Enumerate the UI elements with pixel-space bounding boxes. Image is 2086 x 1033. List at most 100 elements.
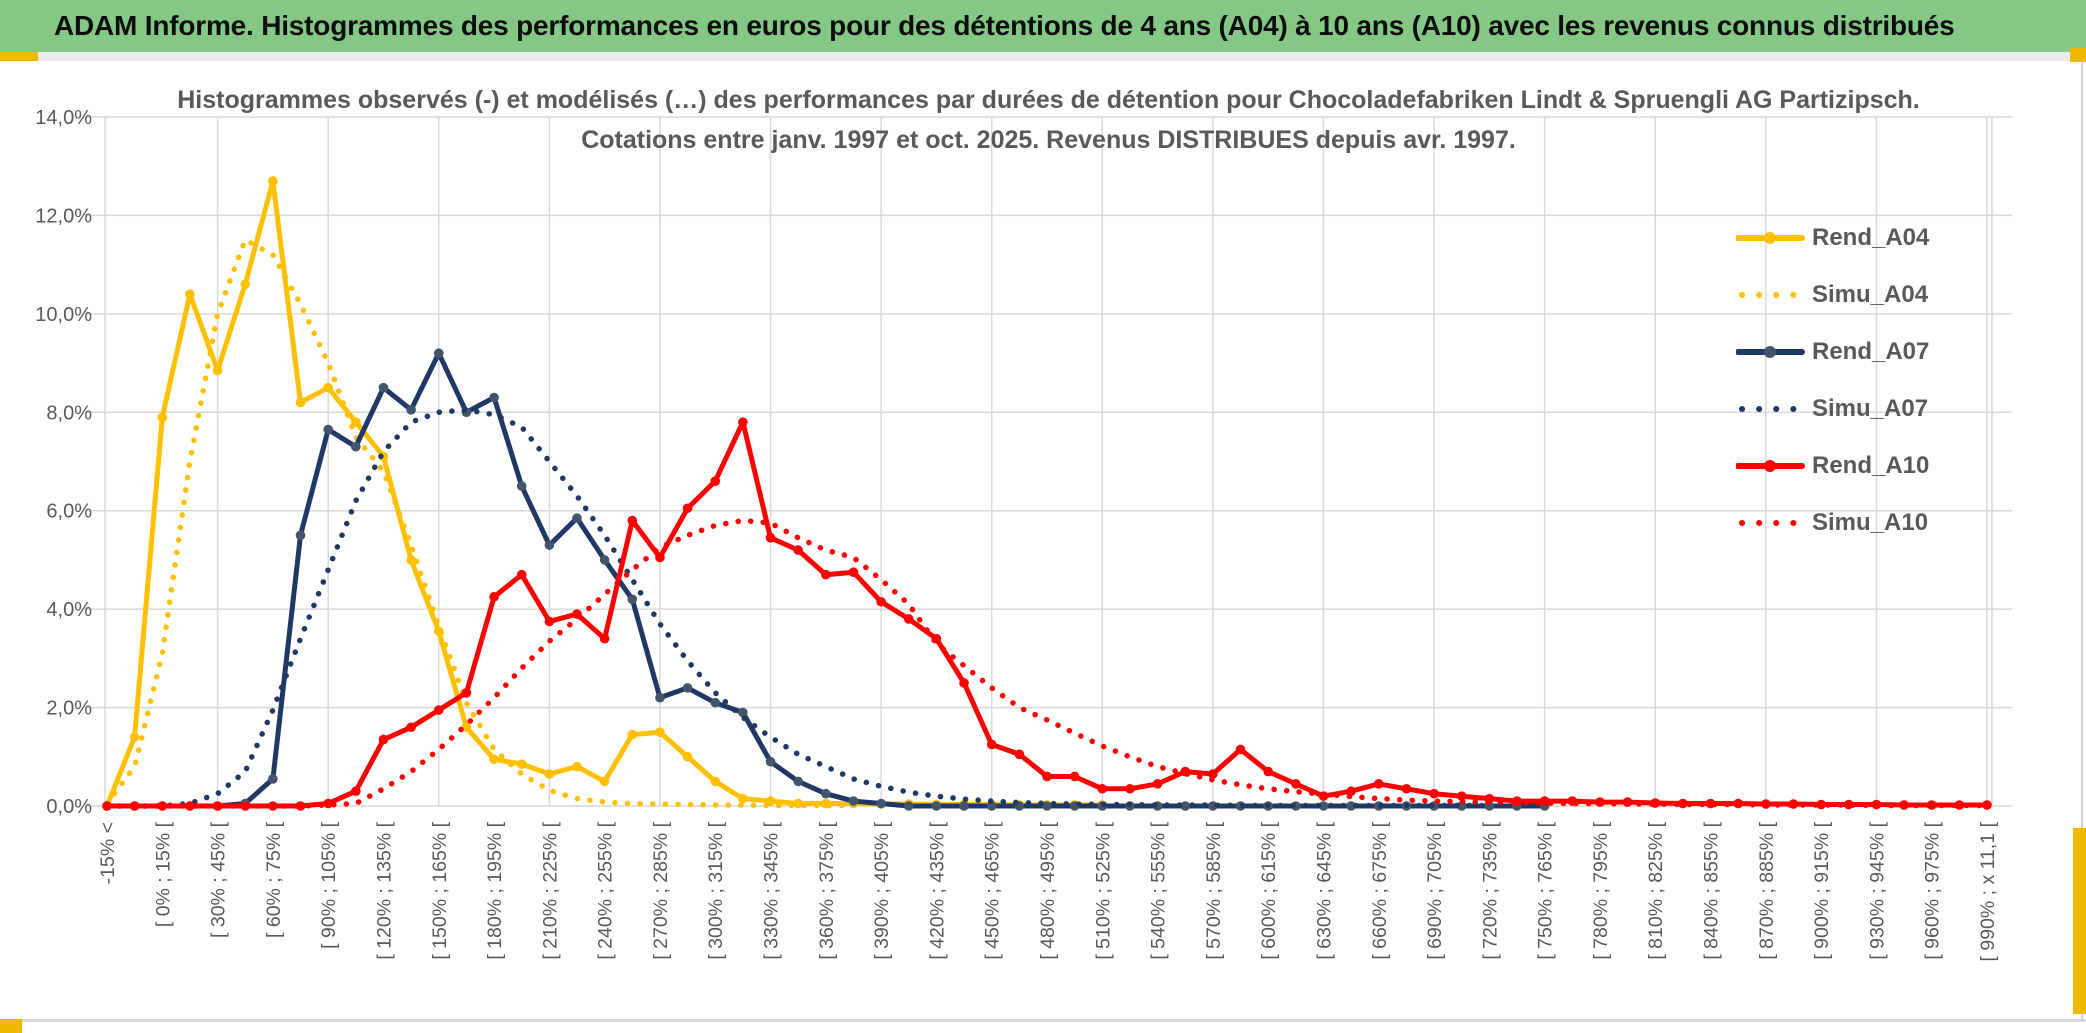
chart-title-line2: Cotations entre janv. 1997 et oct. 2025.… [581,126,1516,154]
x-axis-label: [ 0% ; 15% [ [152,821,174,927]
series-marker-Rend_A07 [710,697,721,708]
series-marker-Rend_A10 [1982,800,1992,810]
x-axis-label: [ 510% ; 525% [ [1092,821,1114,959]
x-axis-label: [ 630% ; 645% [ [1313,821,1335,959]
series-marker-Rend_A07 [738,707,748,718]
legend-label-Simu_A04: Simu_A04 [1812,280,1929,308]
x-axis-label: [ 360% ; 375% [ [816,821,838,959]
right-border-accent-top [2070,48,2086,62]
legend-item-Simu_A04[interactable]: Simu_A04 [1736,266,1929,323]
series-marker-Rend_A10 [185,801,195,811]
chart-legend: Rend_A04 Simu_A04 Rend_A07 Simu_A07 Rend_A10… [1736,209,1929,551]
x-axis-label: [ 180% ; 195% [ [484,821,506,959]
x-axis-label: [ 930% ; 945% [ [1866,821,1888,959]
y-axis-label: 2,0% [46,698,92,720]
x-axis-label: [ 270% ; 285% [ [650,821,672,959]
series-marker-Rend_A04 [461,722,472,733]
x-axis-label: [ 120% ; 135% [ [373,821,395,959]
legend-swatch-Simu_A04 [1739,291,1803,298]
x-axis-label: [ 420% ; 435% [ [926,821,948,959]
series-marker-Rend_A10 [1456,791,1467,801]
series-marker-Rend_A04 [738,793,748,804]
series-marker-Rend_A04 [599,776,610,787]
series-marker-Rend_A04 [240,279,251,290]
right-border-accent-bottom [2073,828,2086,1014]
series-marker-Rend_A10 [544,616,555,627]
series-marker-Rend_A07 [1042,801,1052,811]
series-marker-Rend_A10 [1042,771,1052,782]
legend-item-Rend_A10[interactable]: Rend_A10 [1736,437,1929,494]
series-marker-Rend_A07 [848,796,859,806]
series-marker-Rend_A07 [406,405,416,415]
series-marker-Rend_A10 [1097,783,1108,794]
series-marker-Rend_A04 [157,412,168,423]
series-marker-Rend_A07 [627,594,638,605]
series-marker-Rend_A10 [986,739,997,750]
series-marker-Rend_A07 [682,683,693,693]
legend-label-Simu_A10: Simu_A10 [1812,508,1929,536]
legend-item-Simu_A10[interactable]: Simu_A10 [1736,494,1929,551]
right-border [2081,52,2083,1019]
header-bar: ADAM Informe. Histogrammes des performan… [0,0,2086,52]
x-axis-label: [ 750% ; 765% [ [1535,821,1557,959]
y-axis-label: 10,0% [35,304,92,326]
series-marker-Rend_A07 [572,513,582,523]
chart-title: Histogrammes observés (-) et modélisés (… [105,80,1992,160]
x-axis-label: -15% < [97,822,119,884]
series-marker-Rend_A10 [627,515,638,526]
series-marker-Rend_A04 [489,754,499,765]
series-marker-Rend_A10 [821,569,831,580]
series-marker-Rend_A10 [599,633,610,644]
series-marker-Rend_A10 [1401,783,1412,794]
series-marker-Rend_A04 [268,176,278,186]
x-axis-label: [ 840% ; 855% [ [1701,821,1723,959]
x-axis-label: [ 210% ; 225% [ [539,821,561,959]
series-marker-Rend_A07 [1180,801,1191,811]
series-marker-Rend_A04 [682,751,693,762]
y-axis-label: 6,0% [46,501,92,523]
x-axis-label: [ 90% ; 105% [ [318,821,340,948]
series-marker-Rend_A07 [1346,801,1356,811]
legend-item-Rend_A07[interactable]: Rend_A07 [1736,323,1929,380]
series-marker-Rend_A07 [378,382,389,393]
series-marker-Rend_A04 [544,769,555,779]
series-marker-Rend_A04 [765,796,776,806]
series-marker-Rend_A10 [1678,798,1688,809]
legend-item-Simu_A07[interactable]: Simu_A07 [1736,380,1929,437]
y-axis-label: 14,0% [35,107,92,129]
series-marker-Rend_A10 [682,503,693,514]
series-marker-Rend_A10 [1263,766,1273,777]
series-marker-Rend_A04 [406,555,416,565]
x-axis-label: [ 900% ; 915% [ [1811,821,1833,959]
series-marker-Rend_A07 [433,348,444,359]
legend-label-Simu_A07: Simu_A07 [1812,394,1929,422]
series-marker-Rend_A10 [655,552,665,563]
series-marker-Rend_A10 [1816,799,1826,810]
series-marker-Rend_A10 [959,678,969,688]
series-marker-Rend_A04 [627,729,638,740]
series-marker-Rend_A07 [323,424,333,435]
series-marker-Rend_A07 [876,798,886,809]
legend-label-Rend_A04: Rend_A04 [1812,223,1930,251]
y-axis-label: 4,0% [46,599,92,621]
series-marker-Rend_A07 [351,441,361,452]
x-axis-label: [ 660% ; 675% [ [1369,821,1391,959]
x-axis-label: [ 60% ; 75% [ [263,821,285,938]
x-axis-label: [ 300% ; 315% [ [705,821,727,959]
chart-title-line1: Histogrammes observés (-) et modélisés (… [177,86,1920,114]
series-marker-Rend_A10 [406,722,416,733]
legend-swatch-Simu_A10 [1739,519,1803,526]
legend-item-Rend_A04[interactable]: Rend_A04 [1736,209,1929,266]
x-axis-label: [ 600% ; 615% [ [1258,821,1280,959]
series-marker-Rend_A07 [268,774,278,784]
series-marker-Rend_A10 [295,801,306,811]
series-marker-Rend_A04 [516,759,527,769]
series-marker-Rend_A10 [1152,779,1163,789]
header-underline-accent [0,52,38,61]
series-marker-Rend_A10 [738,417,748,427]
plot-border [104,116,1993,807]
series-marker-Rend_A10 [1539,796,1550,806]
series-marker-Rend_A10 [848,567,859,578]
x-axis-label: [ 480% ; 495% [ [1037,821,1059,959]
